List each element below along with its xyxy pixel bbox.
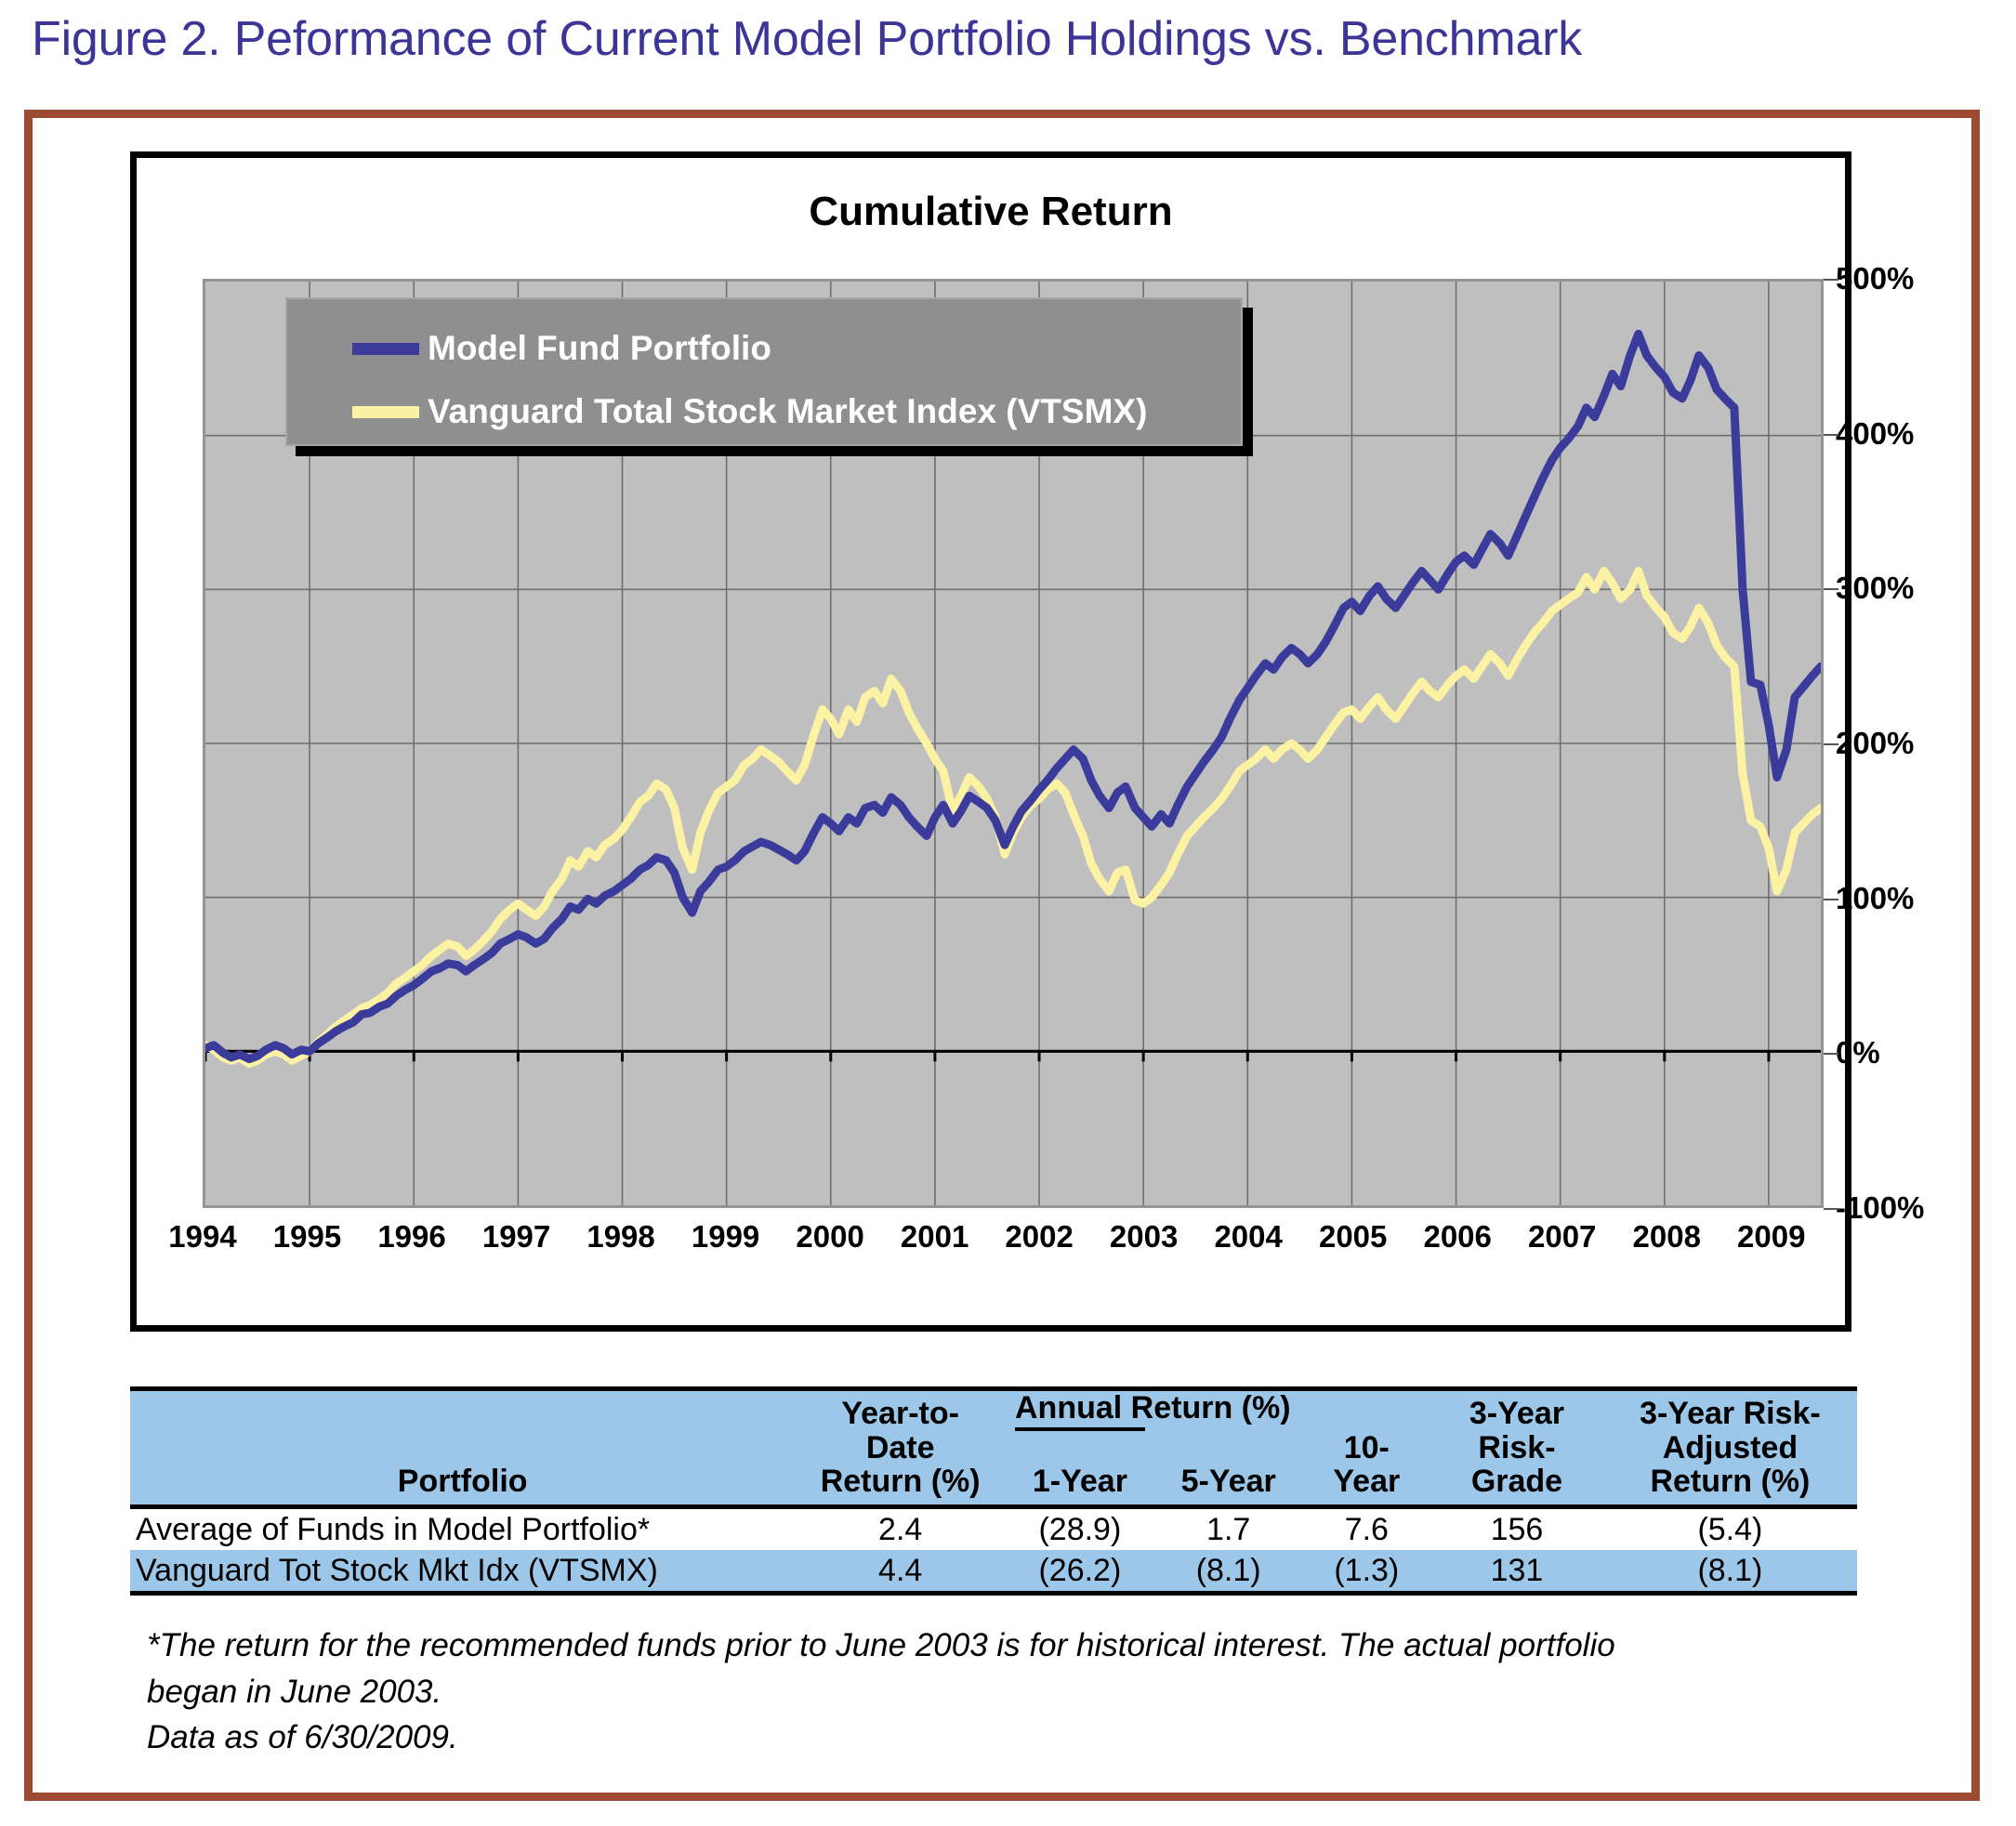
cell-risk-grade: 131 bbox=[1430, 1550, 1603, 1594]
data-series bbox=[205, 329, 1821, 1069]
series-line-model-fund-portfolio bbox=[205, 329, 1821, 1064]
cell-one-year: (28.9) bbox=[1006, 1506, 1154, 1551]
header-ytd-line3: Return (%) bbox=[820, 1464, 981, 1500]
header-risk-adj-line3: Return (%) bbox=[1650, 1464, 1811, 1500]
chart-title: Cumulative Return bbox=[809, 189, 1173, 234]
x-tick-label: 2001 bbox=[900, 1219, 969, 1254]
x-tick-label: 2003 bbox=[1109, 1219, 1179, 1254]
y-tick-label: 0% bbox=[1836, 1035, 1880, 1071]
legend-label-vtsmx: Vanguard Total Stock Market Index (VTSMX… bbox=[428, 392, 1148, 430]
x-tick-label: 2008 bbox=[1632, 1219, 1701, 1254]
x-tick-label: 2002 bbox=[1005, 1219, 1074, 1254]
series-line-vtsmx bbox=[205, 566, 1821, 1069]
legend-swatch-vtsmx bbox=[352, 405, 419, 418]
cell-risk-adjusted-return: (8.1) bbox=[1602, 1550, 1857, 1594]
table-body: Average of Funds in Model Portfolio* 2.4(… bbox=[130, 1506, 1857, 1594]
header-risk-adj-line1: 3-Year Risk- bbox=[1640, 1396, 1821, 1431]
x-tick-label: 2006 bbox=[1423, 1219, 1492, 1254]
header-ytd-line2: Date bbox=[865, 1429, 935, 1465]
y-tick-mark bbox=[1824, 1208, 1838, 1210]
header-risk-adj-line2: Adjusted bbox=[1662, 1429, 1799, 1465]
cell-portfolio-name: Average of Funds in Model Portfolio* bbox=[130, 1506, 796, 1551]
header-risk-grade-line3: Grade bbox=[1470, 1464, 1563, 1500]
header-five-year-label: 5-Year bbox=[1180, 1464, 1276, 1500]
x-tick-label: 1998 bbox=[586, 1219, 655, 1254]
y-tick-label: -100% bbox=[1836, 1190, 1925, 1225]
footnote-line-1: *The return for the recommended funds pr… bbox=[147, 1627, 1615, 1663]
x-tick-label: 1999 bbox=[691, 1219, 760, 1254]
x-tick-label: 1994 bbox=[168, 1219, 237, 1254]
cell-risk-adjusted-return: (5.4) bbox=[1602, 1506, 1857, 1551]
header-risk-grade-line2: Risk- bbox=[1478, 1429, 1556, 1465]
footnotes: *The return for the recommended funds pr… bbox=[147, 1622, 1820, 1761]
legend-item-model-fund-portfolio: Model Fund Portfolio bbox=[352, 329, 771, 368]
y-tick-label: 200% bbox=[1836, 726, 1915, 760]
header-ten-year-line2: Year bbox=[1333, 1464, 1401, 1500]
header-risk-grade: 3-Year Risk- Grade bbox=[1430, 1388, 1603, 1507]
chart-panel: Cumulative Return 500% 400% 300% 200% 100% 0%… bbox=[130, 151, 1924, 1332]
legend-item-vtsmx: Vanguard Total Stock Market Index (VTSMX… bbox=[352, 392, 1147, 431]
y-tick-mark bbox=[1824, 433, 1838, 436]
cell-portfolio-name: Vanguard Tot Stock Mkt Idx (VTSMX) bbox=[130, 1550, 796, 1594]
y-tick-label: 100% bbox=[1836, 880, 1915, 915]
cell-five-year: (8.1) bbox=[1153, 1550, 1303, 1594]
x-tick-label: 1995 bbox=[272, 1219, 342, 1254]
header-ytd-line1: Year-to- bbox=[841, 1396, 959, 1431]
x-axis-labels: 1994 1995 1996 1997 1998 1999 2000 2001 2002 2003… bbox=[168, 1219, 1824, 1275]
header-risk-grade-line1: 3-Year bbox=[1469, 1396, 1564, 1431]
y-tick-label: 400% bbox=[1836, 415, 1915, 451]
y-tick-mark bbox=[1824, 588, 1838, 591]
chart-legend: Model Fund Portfolio Vanguard Total Stoc… bbox=[285, 297, 1243, 446]
performance-table-wrap: Portfolio Year-to- Date Return (%) Annua… bbox=[130, 1386, 1857, 1596]
table-row: Vanguard Tot Stock Mkt Idx (VTSMX) 4.4 (26… bbox=[130, 1550, 1857, 1594]
cell-risk-grade: 156 bbox=[1430, 1506, 1603, 1551]
performance-table: Portfolio Year-to- Date Return (%) Annua… bbox=[130, 1386, 1857, 1596]
cell-ten-year: 7.6 bbox=[1302, 1506, 1431, 1551]
y-tick-label: 300% bbox=[1836, 571, 1915, 606]
header-risk-adjusted-return: 3-Year Risk- Adjusted Return (%) bbox=[1602, 1388, 1857, 1507]
cell-five-year: 1.7 bbox=[1153, 1506, 1303, 1551]
cell-ytd-return: 2.4 bbox=[795, 1506, 1006, 1551]
x-tick-label: 2005 bbox=[1318, 1219, 1388, 1254]
table-header-row: Portfolio Year-to- Date Return (%) Annua… bbox=[130, 1388, 1857, 1507]
x-tick-label: 1996 bbox=[377, 1219, 446, 1254]
header-annual-return-group: Annual Return (%) bbox=[1015, 1391, 1291, 1431]
y-tick-mark bbox=[1824, 743, 1838, 745]
header-portfolio: Portfolio bbox=[130, 1388, 796, 1507]
zero-axis-line bbox=[205, 1049, 1821, 1062]
x-tick-label: 2009 bbox=[1737, 1219, 1806, 1254]
x-tick-label: 1997 bbox=[481, 1219, 551, 1254]
x-tick-label: 2004 bbox=[1214, 1219, 1283, 1254]
x-tick-label: 2007 bbox=[1527, 1219, 1597, 1254]
page-title: Figure 2. Peformance of Current Model Po… bbox=[32, 12, 1583, 66]
y-tick-label: 500% bbox=[1836, 261, 1915, 296]
header-portfolio-label: Portfolio bbox=[397, 1464, 528, 1500]
footnote-line-2: began in June 2003. bbox=[147, 1673, 442, 1710]
header-one-year: Annual Return (%) 1-Year bbox=[1006, 1388, 1291, 1507]
cell-one-year: (26.2) bbox=[1006, 1550, 1154, 1594]
x-tick-label: 2000 bbox=[796, 1219, 864, 1254]
header-ytd-return: Year-to- Date Return (%) bbox=[795, 1388, 1006, 1507]
header-ten-year: 10- Year bbox=[1302, 1388, 1431, 1507]
header-ten-year-line1: 10- bbox=[1343, 1429, 1390, 1465]
footnote-line-3: Data as of 6/30/2009. bbox=[147, 1719, 458, 1756]
legend-label-model-fund-portfolio: Model Fund Portfolio bbox=[428, 329, 771, 367]
header-one-year-label: 1-Year bbox=[1032, 1464, 1127, 1500]
table-row: Average of Funds in Model Portfolio* 2.4(… bbox=[130, 1506, 1857, 1551]
y-tick-mark bbox=[1824, 1053, 1838, 1056]
cell-ytd-return: 4.4 bbox=[795, 1550, 1006, 1594]
header-five-year: 5-Year bbox=[1153, 1388, 1303, 1507]
y-tick-mark bbox=[1824, 898, 1838, 900]
legend-swatch-model-fund-portfolio bbox=[352, 342, 419, 355]
cell-ten-year: (1.3) bbox=[1302, 1550, 1431, 1594]
y-tick-mark bbox=[1824, 279, 1838, 281]
